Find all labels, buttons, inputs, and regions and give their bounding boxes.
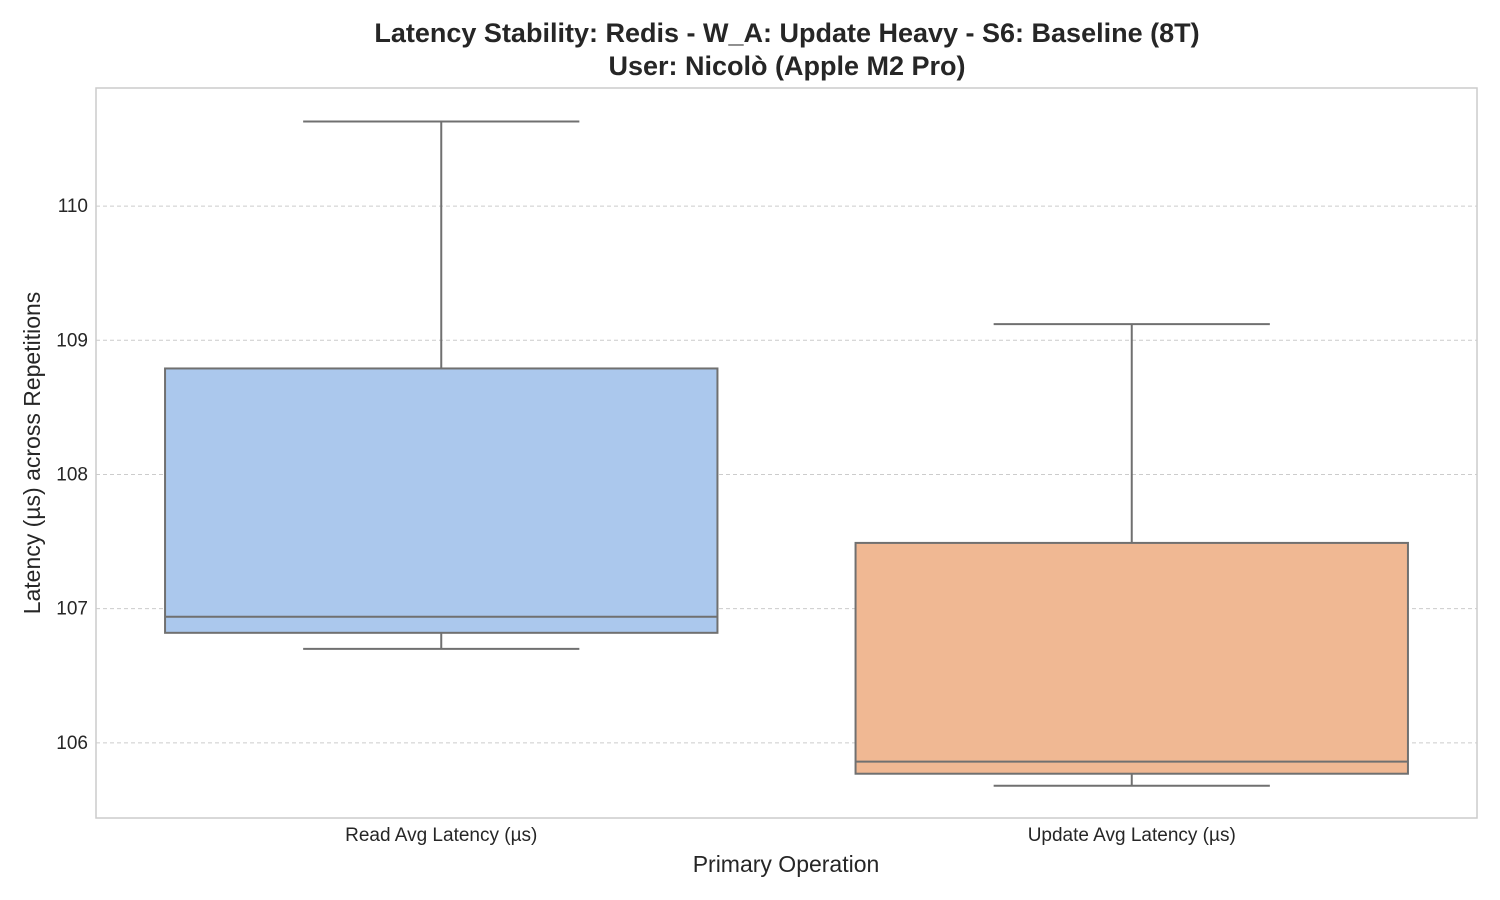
y-axis-label: Latency (µs) across Repetitions bbox=[19, 292, 45, 615]
y-tick-label: 109 bbox=[56, 330, 88, 351]
iqr-box bbox=[164, 367, 719, 634]
chart-title: Latency Stability: Redis - W_A: Update H… bbox=[374, 18, 1199, 81]
iqr-box bbox=[854, 541, 1409, 775]
boxes bbox=[164, 120, 1409, 787]
y-tick-label: 108 bbox=[56, 464, 88, 485]
box-group bbox=[164, 120, 719, 650]
y-tick-label: 106 bbox=[56, 733, 88, 754]
y-tick-labels: 106 107 108 109 110 bbox=[56, 196, 88, 754]
plot-frame bbox=[95, 87, 1478, 819]
x-tick-label: Read Avg Latency (µs) bbox=[345, 825, 537, 846]
x-axis-label: Primary Operation bbox=[693, 851, 880, 877]
chart-title-line-2: User: Nicolò (Apple M2 Pro) bbox=[608, 51, 965, 81]
x-tick-label: Update Avg Latency (µs) bbox=[1028, 825, 1236, 846]
chart-title-line-1: Latency Stability: Redis - W_A: Update H… bbox=[374, 18, 1199, 48]
y-tick-label: 110 bbox=[58, 196, 88, 217]
x-tick-labels: Read Avg Latency (µs) Update Avg Latency … bbox=[345, 825, 1236, 846]
y-tick-label: 107 bbox=[56, 599, 88, 620]
box-group bbox=[854, 323, 1409, 787]
